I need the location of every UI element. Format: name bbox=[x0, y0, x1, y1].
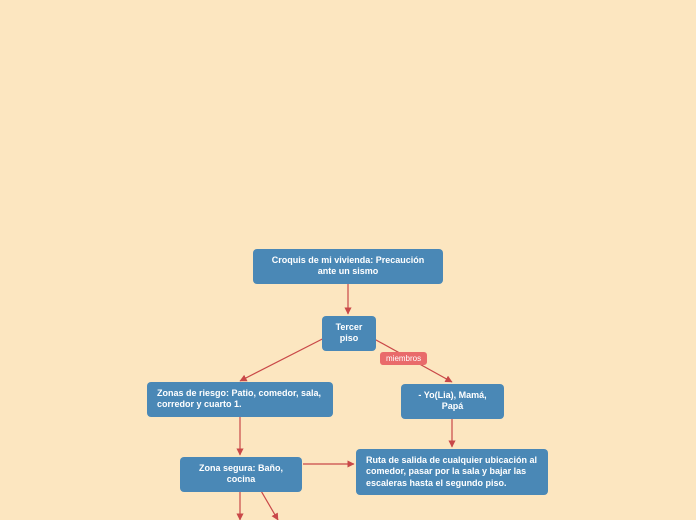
node-root: Croquis de mi vivienda: Precaución ante … bbox=[253, 249, 443, 284]
node-zona-segura: Zona segura: Baño, cocina bbox=[180, 457, 302, 492]
node-zonas-riesgo: Zonas de riesgo: Patio, comedor, sala, c… bbox=[147, 382, 333, 417]
node-familia-label: - Yo(Lia), Mamá, Papá bbox=[411, 390, 494, 413]
node-tercer-piso: Tercer piso bbox=[322, 316, 376, 351]
node-ruta-salida: Ruta de salida de cualquier ubicación al… bbox=[356, 449, 548, 495]
node-root-label: Croquis de mi vivienda: Precaución ante … bbox=[263, 255, 433, 278]
node-tercer-label: Tercer piso bbox=[332, 322, 366, 345]
node-familia: - Yo(Lia), Mamá, Papá bbox=[401, 384, 504, 419]
node-ruta-label: Ruta de salida de cualquier ubicación al… bbox=[366, 455, 538, 489]
node-riesgo-label: Zonas de riesgo: Patio, comedor, sala, c… bbox=[157, 388, 323, 411]
node-segura-label: Zona segura: Baño, cocina bbox=[190, 463, 292, 486]
edge-label-tercer-familia: miembros bbox=[380, 352, 427, 365]
